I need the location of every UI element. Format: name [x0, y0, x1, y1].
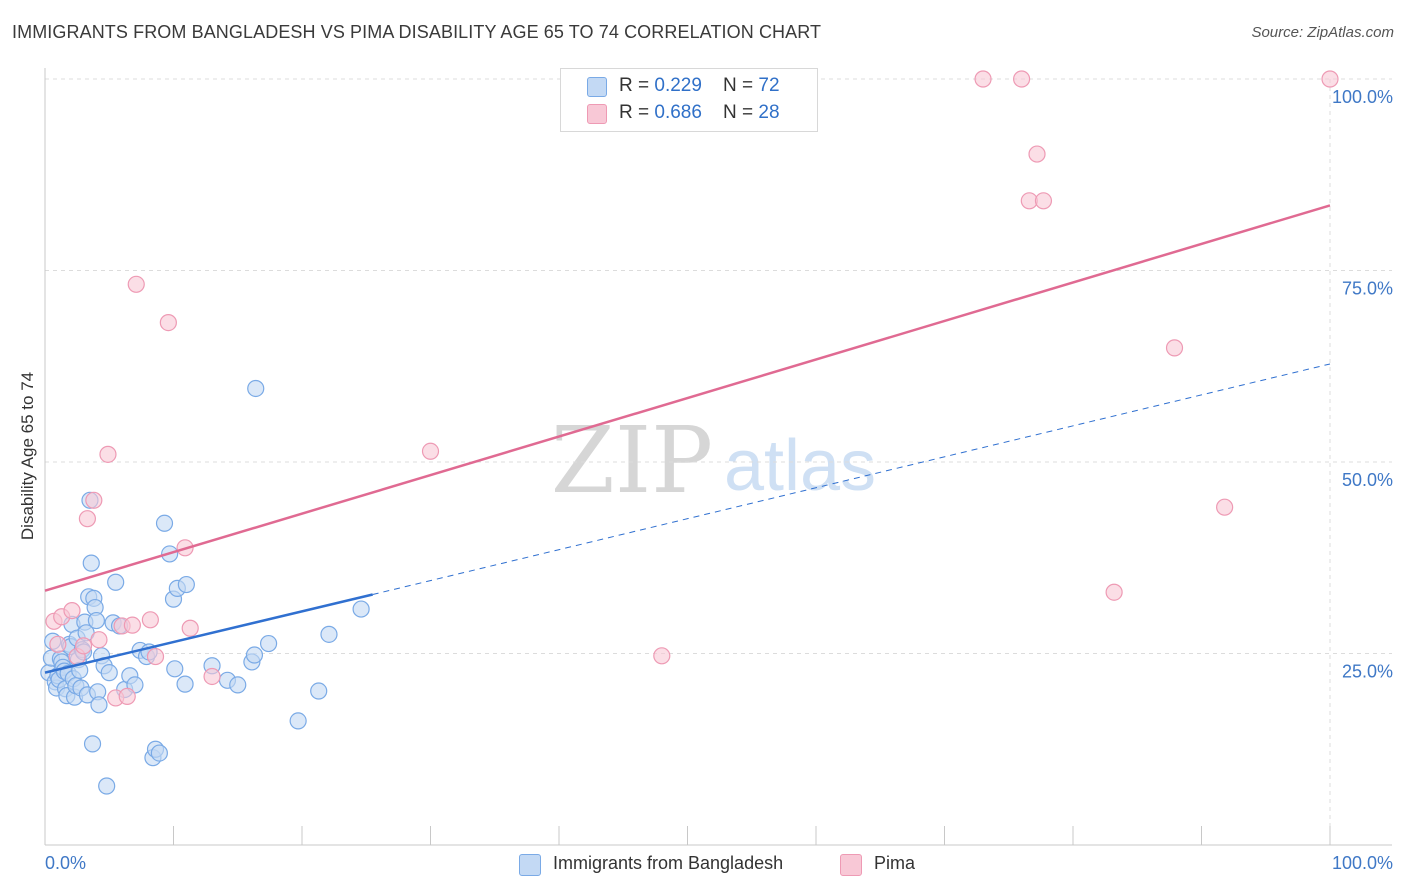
point-pima: [85, 491, 103, 509]
point-bangladesh: [90, 696, 108, 714]
x-tick-label-max: 100.0%: [1332, 853, 1393, 873]
point-bangladesh: [155, 514, 174, 532]
x-tick-label-min: 0.0%: [45, 853, 86, 873]
watermark-atlas: atlas: [724, 426, 876, 506]
trendline-bangladesh: [44, 593, 373, 674]
legend-label-bangladesh: Immigrants from Bangladesh: [553, 853, 784, 873]
point-bangladesh: [320, 625, 338, 643]
point-bangladesh: [100, 664, 118, 682]
r-label: R =: [619, 102, 655, 123]
point-pima: [1105, 583, 1123, 601]
watermark-zip: ZIP: [551, 407, 713, 514]
point-pima: [1165, 339, 1184, 357]
point-pima: [421, 442, 440, 460]
n-value: 28: [758, 102, 780, 123]
point-pima: [90, 631, 108, 649]
point-pima: [146, 647, 165, 666]
point-bangladesh: [107, 573, 125, 591]
point-bangladesh: [229, 676, 247, 694]
trendline-pima: [44, 204, 1331, 592]
point-bangladesh: [83, 735, 102, 753]
pima-swatch: [587, 104, 607, 124]
point-bangladesh: [247, 379, 265, 398]
point-bangladesh: [352, 600, 370, 618]
pima-stats: R = 0.686 N = 28: [619, 102, 780, 124]
point-pima: [1321, 70, 1339, 88]
y-tick-label: 100.0%: [1332, 87, 1393, 107]
point-pima: [653, 647, 671, 665]
legend-swatch-bangladesh: [519, 854, 541, 876]
bangladesh-stats: R = 0.229 N = 72: [619, 75, 780, 97]
point-pima: [159, 313, 177, 332]
point-bangladesh: [87, 611, 106, 630]
y-tick-label: 50.0%: [1342, 470, 1393, 490]
y-tick-label: 75.0%: [1342, 279, 1393, 299]
legend-swatch-pima: [840, 854, 862, 876]
point-bangladesh: [98, 777, 116, 795]
legend-label-pima: Pima: [874, 853, 916, 873]
chart-title: IMMIGRANTS FROM BANGLADESH VS PIMA DISAB…: [12, 22, 822, 42]
point-bangladesh: [177, 575, 195, 594]
n-value: 72: [758, 75, 780, 96]
bangladesh-swatch: [587, 77, 607, 97]
point-pima: [203, 667, 221, 686]
point-bangladesh: [289, 712, 307, 730]
point-pima: [141, 611, 159, 629]
point-bangladesh: [259, 634, 278, 653]
point-bangladesh: [150, 744, 168, 762]
point-pima: [1012, 70, 1031, 88]
point-pima: [49, 635, 67, 653]
point-pima: [74, 637, 93, 655]
r-value: 0.686: [654, 102, 702, 123]
point-bangladesh: [166, 660, 184, 678]
point-bangladesh: [310, 682, 328, 700]
point-pima: [181, 619, 199, 637]
point-pima: [123, 616, 141, 634]
r-value: 0.229: [654, 75, 702, 96]
point-bangladesh: [82, 554, 100, 572]
n-label: N =: [723, 75, 759, 96]
point-pima: [1216, 498, 1234, 516]
point-pima: [974, 70, 992, 88]
point-pima: [99, 445, 117, 463]
point-pima: [63, 602, 81, 620]
point-pima: [127, 275, 145, 293]
stats-legend: R = 0.229 N = 72 R = 0.686 N = 28: [560, 68, 818, 132]
source-label: Source: ZipAtlas.com: [1251, 24, 1394, 41]
r-label: R =: [619, 75, 655, 96]
point-bangladesh: [176, 675, 194, 693]
point-pima: [1034, 192, 1053, 210]
point-pima: [78, 510, 97, 528]
y-tick-label: 25.0%: [1342, 662, 1393, 682]
point-pima: [1028, 145, 1046, 163]
point-bangladesh: [245, 646, 264, 664]
point-pima: [118, 687, 136, 705]
n-label: N =: [723, 102, 759, 123]
